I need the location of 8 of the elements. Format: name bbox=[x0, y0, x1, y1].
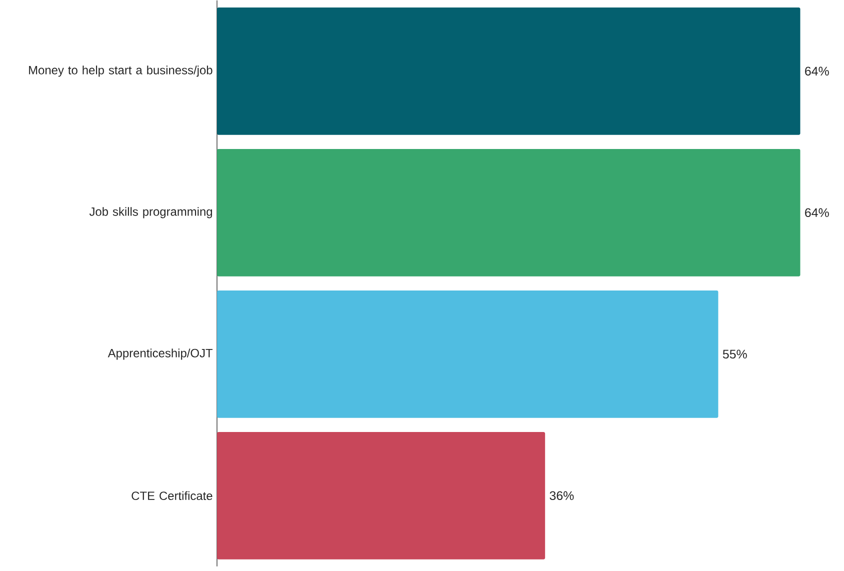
data-label: 55% bbox=[722, 350, 747, 358]
data-label: 36% bbox=[550, 491, 574, 500]
y-tick-label: Job skills programming bbox=[89, 206, 212, 218]
y-tick-label: CTE Certificate bbox=[132, 491, 212, 500]
data-label: 64% bbox=[805, 208, 829, 217]
y-tick-label: Apprenticeship/OJT bbox=[108, 348, 213, 360]
data-label: 64% bbox=[805, 66, 829, 76]
y-tick-label: Money to help start a business/job bbox=[29, 65, 212, 77]
